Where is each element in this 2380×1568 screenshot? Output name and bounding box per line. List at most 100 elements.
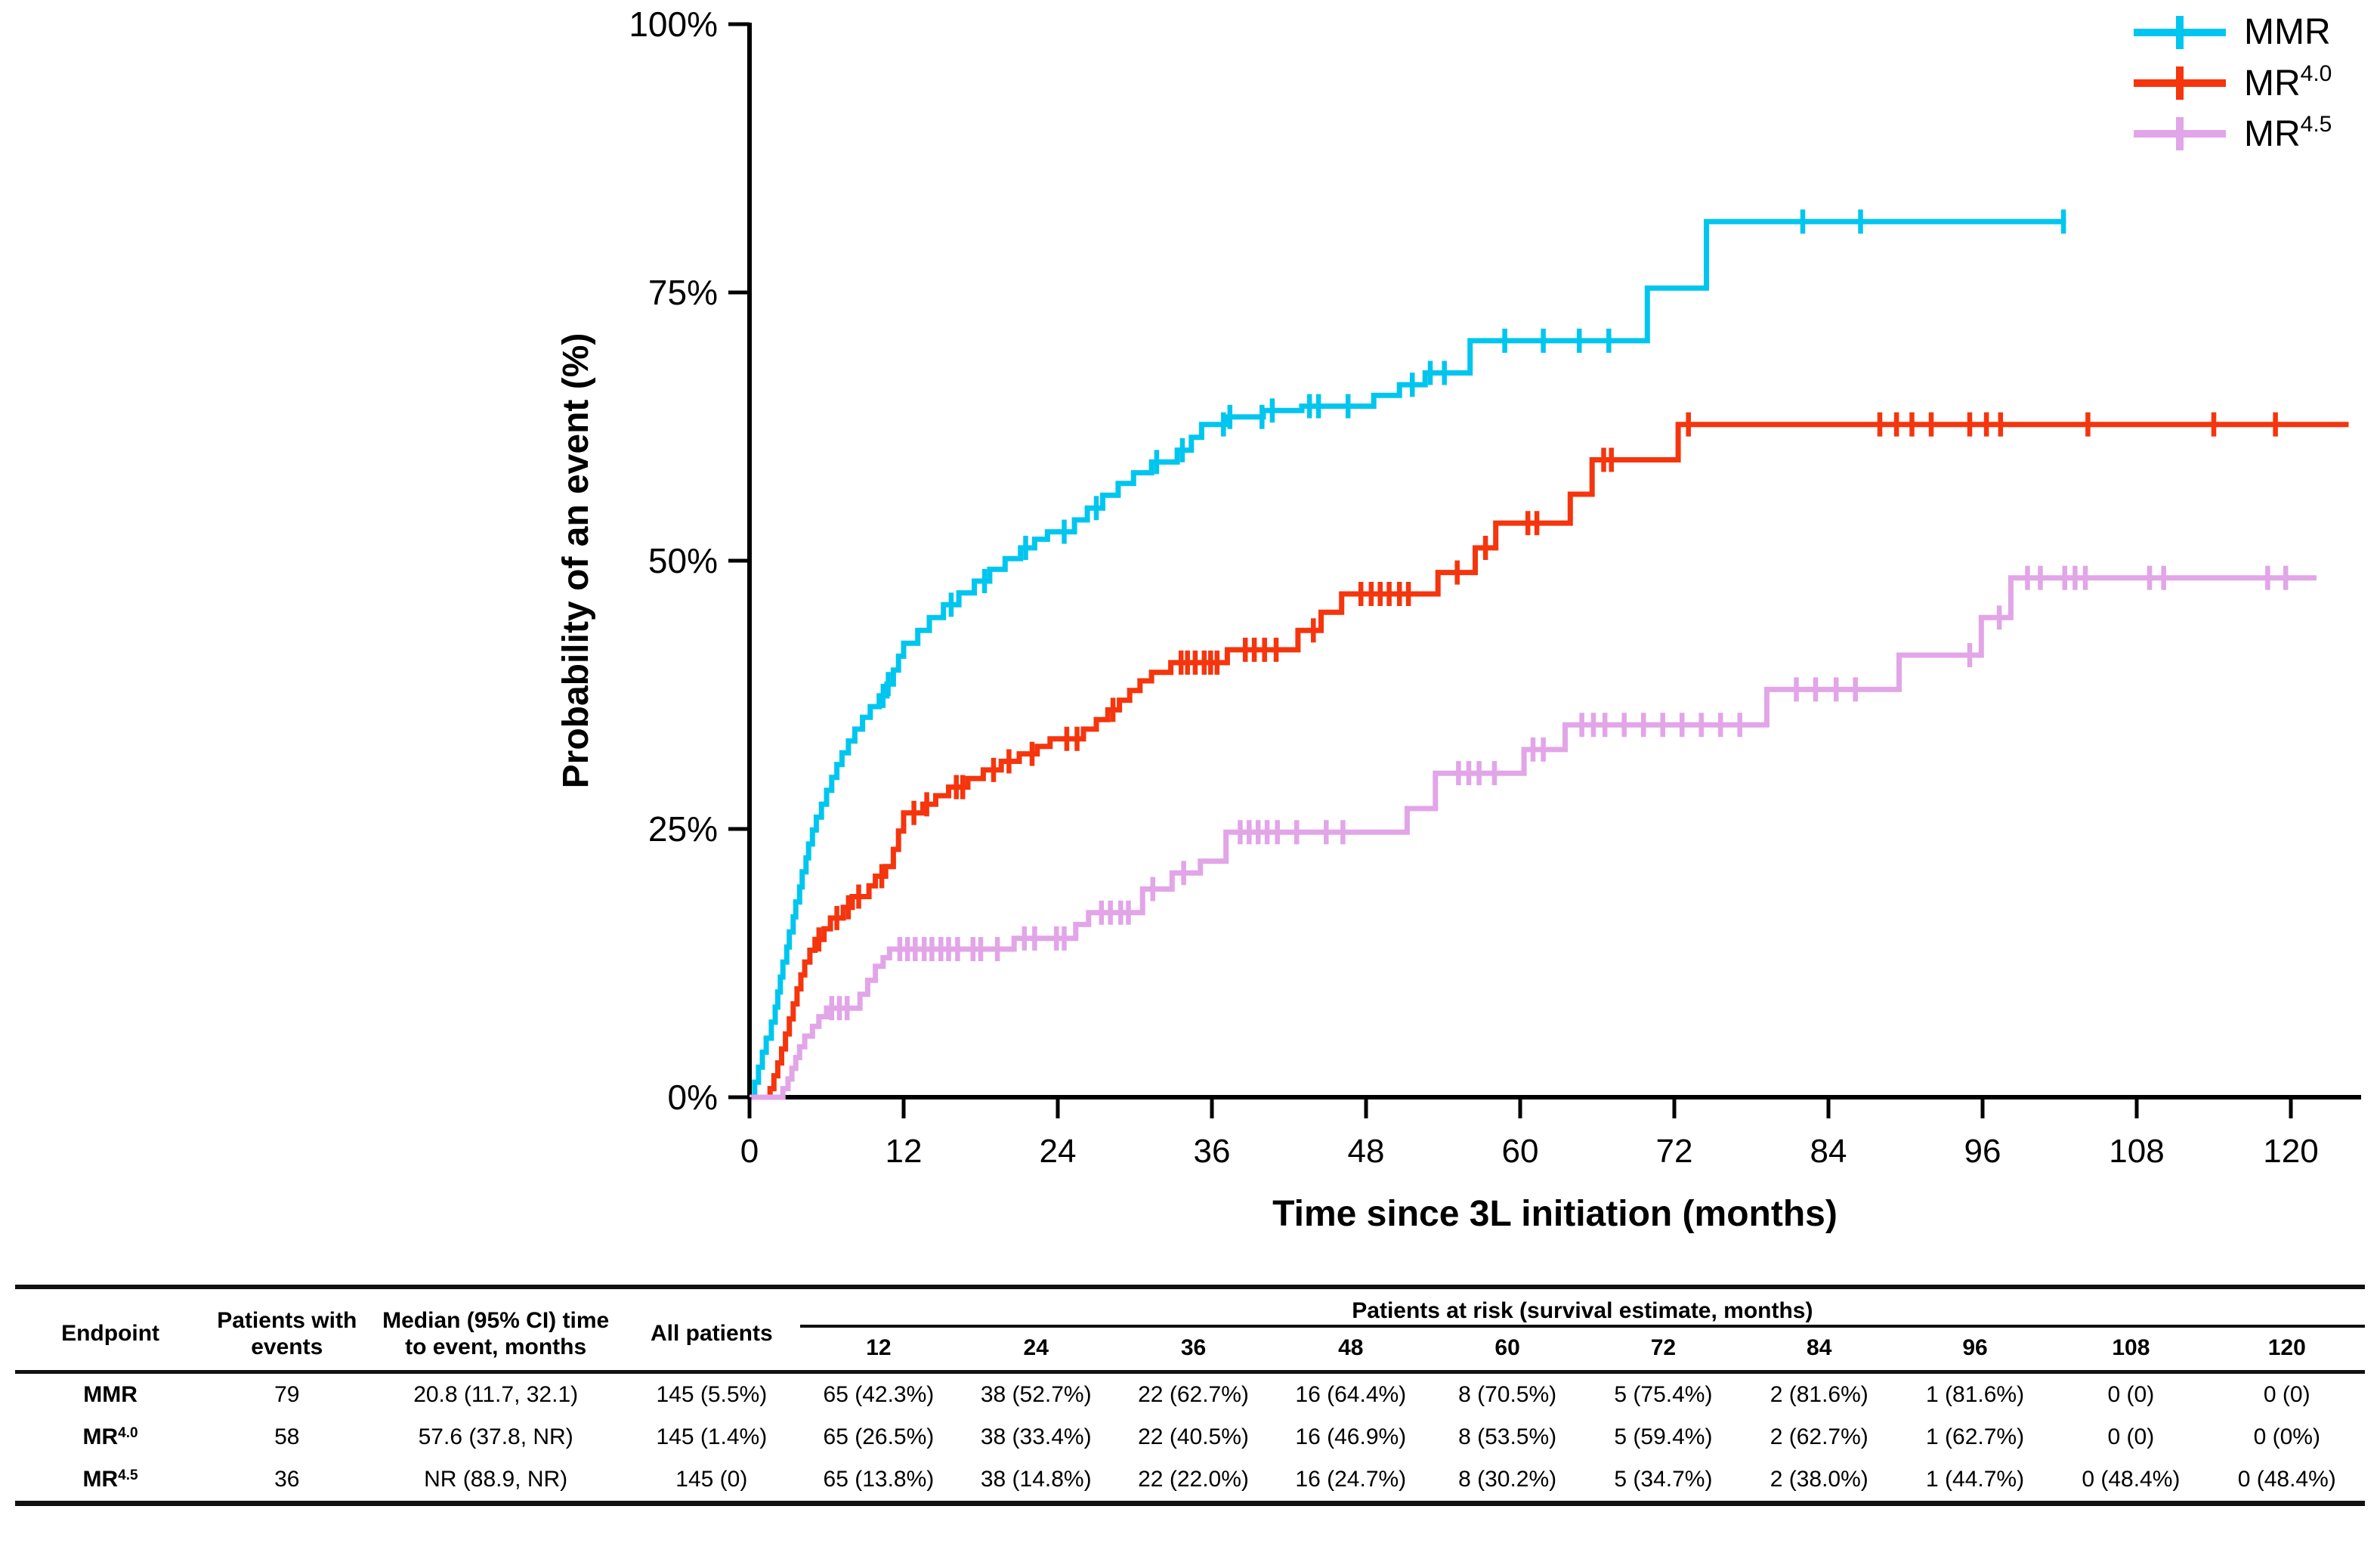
censor-marks-mmr — [880, 209, 2066, 708]
endpoint-label-mr45: MR4.5 — [82, 1467, 138, 1492]
col-header-month-72: 72 — [1650, 1335, 1677, 1360]
col-header-at-risk: Patients at risk (survival estimate, mon… — [799, 1287, 2365, 1328]
endpoint-label-mr40: MR4.0 — [82, 1424, 138, 1449]
at-risk-cell-96: 1 (44.7%) — [1926, 1467, 2025, 1492]
at-risk-cell-72: 5 (34.7%) — [1614, 1467, 1713, 1492]
at-risk-cell-120: 0 (0) — [2263, 1382, 2310, 1407]
col-header-endpoint: Endpoint — [61, 1321, 160, 1347]
at-risk-cell-12: 65 (42.3%) — [823, 1382, 935, 1407]
risk-row-mmr: MMR 79 20.8 (11.7, 32.1) 145 (5.5%) 65 (42.3… — [15, 1372, 2365, 1417]
risk-table-body: MMR 79 20.8 (11.7, 32.1) 145 (5.5%) 65 (42.3… — [15, 1372, 2365, 1504]
at-risk-cell-24: 38 (52.7%) — [980, 1382, 1092, 1407]
y-tick-label: 75% — [648, 273, 718, 312]
at-risk-cell-48: 16 (46.9%) — [1295, 1424, 1407, 1449]
all-patients-cell: 145 (1.4%) — [656, 1424, 768, 1449]
at-risk-cell-60: 8 (70.5%) — [1458, 1382, 1557, 1407]
km-curve-mr40 — [750, 422, 2349, 1100]
col-header-month-36: 36 — [1180, 1335, 1207, 1360]
col-header-month-108: 108 — [2112, 1335, 2150, 1360]
all-patients-cell: 145 (0) — [675, 1467, 748, 1492]
chart-legend: MMR MR4.0 MR4.5 — [2131, 11, 2332, 156]
at-risk-cell-24: 38 (14.8%) — [980, 1467, 1092, 1492]
risk-table-header: Endpoint Patients with events Median (95… — [15, 1287, 2365, 1372]
x-tick-label: 120 — [2263, 1133, 2318, 1170]
at-risk-cell-108: 0 (48.4%) — [2082, 1467, 2181, 1492]
risk-table-section: Endpoint Patients with events Median (95… — [0, 1285, 2380, 1506]
all-patients-cell: 145 (5.5%) — [656, 1382, 768, 1407]
y-tick-label: 50% — [648, 541, 718, 580]
median-cell: 20.8 (11.7, 32.1) — [413, 1382, 579, 1407]
events-cell: 36 — [274, 1467, 300, 1492]
x-tick-label: 24 — [1040, 1133, 1077, 1170]
x-tick-label: 84 — [1810, 1133, 1847, 1170]
col-header-month-120: 120 — [2267, 1335, 2306, 1360]
legend-label-mr40: MR4.0 — [2244, 61, 2332, 104]
median-cell: 57.6 (37.8, NR) — [418, 1424, 573, 1449]
at-risk-cell-108: 0 (0) — [2107, 1424, 2155, 1449]
risk-row-mr40: MR4.0 58 57.6 (37.8, NR) 145 (1.4%) 65 (26.5… — [15, 1416, 2365, 1458]
series-layer — [750, 209, 2349, 1100]
at-risk-cell-84: 2 (38.0%) — [1770, 1467, 1868, 1492]
x-tick-label: 0 — [740, 1133, 759, 1170]
at-risk-cell-96: 1 (62.7%) — [1926, 1424, 2025, 1449]
x-tick-label: 60 — [1502, 1133, 1539, 1170]
at-risk-cell-72: 5 (75.4%) — [1614, 1382, 1713, 1407]
legend-label-mr45: MR4.5 — [2244, 112, 2332, 154]
legend-label-mmr: MMR — [2244, 12, 2331, 52]
legend-item-mmr: MMR — [2131, 11, 2332, 54]
legend-marker-mr45 — [2134, 117, 2226, 150]
at-risk-cell-60: 8 (30.2%) — [1458, 1467, 1557, 1492]
col-header-all-patients: All patients — [650, 1321, 773, 1347]
col-header-events: Patients with events — [217, 1308, 357, 1359]
ticks-layer: 0 12 24 36 48 60 72 84 96 108 120 100% 75% 50% 25% 0% — [629, 5, 2318, 1170]
x-tick-label: 48 — [1348, 1133, 1385, 1170]
at-risk-cell-120: 0 (0%) — [2253, 1424, 2320, 1449]
x-tick-label: 36 — [1194, 1133, 1231, 1170]
at-risk-cell-108: 0 (0) — [2107, 1382, 2155, 1407]
col-header-median: Median (95% CI) time to event, months — [382, 1308, 610, 1359]
km-curve-mmr — [750, 218, 2066, 1100]
at-risk-cell-36: 22 (40.5%) — [1138, 1424, 1249, 1449]
events-cell: 58 — [274, 1424, 300, 1449]
col-header-month-48: 48 — [1338, 1335, 1364, 1360]
y-axis-title: Probability of an event (%) — [556, 333, 596, 789]
at-risk-cell-48: 16 (64.4%) — [1295, 1382, 1407, 1407]
censor-marks-mr40 — [816, 412, 2278, 952]
legend-marker-mmr — [2134, 16, 2226, 49]
col-header-month-96: 96 — [1962, 1335, 1988, 1360]
at-risk-cell-84: 2 (62.7%) — [1770, 1424, 1868, 1449]
y-tick-label: 0% — [668, 1078, 718, 1117]
col-header-month-12: 12 — [866, 1335, 892, 1360]
x-axis-title: Time since 3L initiation (months) — [1272, 1194, 1838, 1234]
at-risk-cell-72: 5 (59.4%) — [1614, 1424, 1713, 1449]
events-cell: 79 — [274, 1382, 300, 1407]
at-risk-cell-12: 65 (13.8%) — [823, 1467, 935, 1492]
y-tick-label: 25% — [648, 809, 718, 849]
x-tick-label: 12 — [886, 1133, 923, 1170]
legend-marker-mr40 — [2134, 66, 2226, 100]
at-risk-cell-36: 22 (22.0%) — [1138, 1467, 1249, 1492]
km-curve-mr45 — [750, 575, 2317, 1100]
y-tick-label: 100% — [629, 5, 718, 44]
median-cell: NR (88.9, NR) — [424, 1467, 568, 1492]
at-risk-cell-84: 2 (81.6%) — [1770, 1382, 1868, 1407]
x-tick-label: 72 — [1656, 1133, 1693, 1170]
x-tick-label: 96 — [1964, 1133, 2001, 1170]
censor-marks-mr45 — [829, 565, 2289, 1021]
at-risk-cell-120: 0 (48.4%) — [2237, 1467, 2336, 1492]
x-tick-label: 108 — [2109, 1133, 2164, 1170]
legend-item-mr45: MR4.5 — [2131, 112, 2332, 156]
km-chart: 0 12 24 36 48 60 72 84 96 108 120 100% 75% 50% 25% 0% P… — [556, 5, 2361, 1234]
at-risk-cell-12: 65 (26.5%) — [823, 1424, 935, 1449]
col-header-month-24: 24 — [1023, 1335, 1049, 1360]
risk-row-mr45: MR4.5 36 NR (88.9, NR) 145 (0) 65 (13.8%) 38 … — [15, 1458, 2365, 1504]
patients-at-risk-table: Endpoint Patients with events Median (95… — [15, 1285, 2365, 1506]
at-risk-cell-24: 38 (33.4%) — [980, 1424, 1092, 1449]
endpoint-label-mmr: MMR — [83, 1382, 138, 1407]
legend-item-mr40: MR4.0 — [2131, 61, 2332, 105]
at-risk-cell-60: 8 (53.5%) — [1458, 1424, 1557, 1449]
at-risk-cell-48: 16 (24.7%) — [1295, 1467, 1407, 1492]
at-risk-cell-36: 22 (62.7%) — [1138, 1382, 1249, 1407]
at-risk-cell-96: 1 (81.6%) — [1926, 1382, 2025, 1407]
